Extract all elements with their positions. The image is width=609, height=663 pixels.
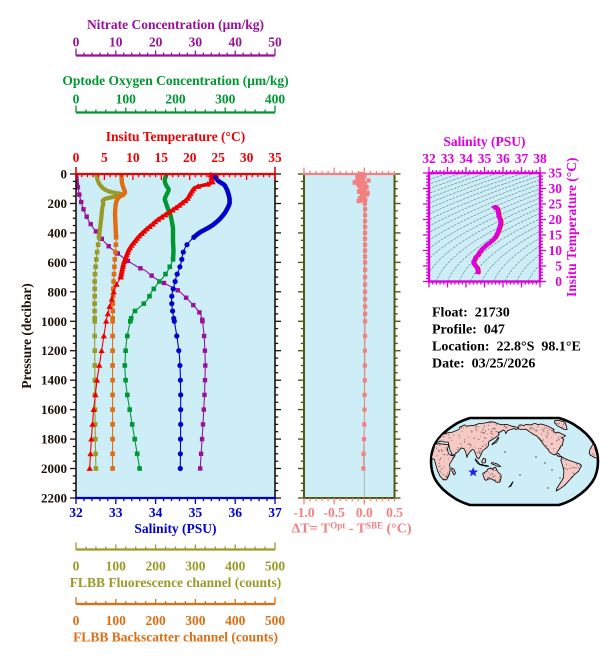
svg-text:32: 32 <box>422 151 436 166</box>
svg-text:30: 30 <box>549 181 563 196</box>
svg-text:200: 200 <box>145 559 166 574</box>
svg-text:400: 400 <box>265 92 286 107</box>
svg-text:FLBB Backscatter channel (coun: FLBB Backscatter channel (counts) <box>73 630 278 645</box>
svg-text:35: 35 <box>549 166 563 181</box>
svg-text:0: 0 <box>61 167 68 182</box>
svg-text:37: 37 <box>515 151 529 166</box>
svg-text:50: 50 <box>268 35 282 50</box>
svg-text:100: 100 <box>116 92 137 107</box>
svg-text:200: 200 <box>145 613 166 628</box>
svg-text:1800: 1800 <box>41 432 67 447</box>
svg-text:34: 34 <box>149 505 163 520</box>
svg-text:0.5: 0.5 <box>386 505 403 520</box>
svg-text:15: 15 <box>549 228 563 243</box>
svg-text:10: 10 <box>109 35 123 50</box>
svg-text:800: 800 <box>48 284 68 299</box>
svg-text:32: 32 <box>69 505 83 520</box>
svg-text:100: 100 <box>106 559 127 574</box>
svg-text:Location: 22.8°S 98.1°E: Location: 22.8°S 98.1°E <box>432 340 581 355</box>
svg-text:40: 40 <box>228 35 242 50</box>
svg-text:0: 0 <box>555 274 562 289</box>
svg-text:400: 400 <box>48 225 68 240</box>
svg-text:1200: 1200 <box>41 343 67 358</box>
svg-text:30: 30 <box>189 35 203 50</box>
svg-text:400: 400 <box>225 613 246 628</box>
svg-text:200: 200 <box>48 196 68 211</box>
svg-text:1000: 1000 <box>41 314 67 329</box>
svg-text:15: 15 <box>155 150 169 165</box>
svg-text:37: 37 <box>268 505 282 520</box>
svg-text:ΔT= TOpt - TSBE (°C): ΔT= TOpt - TSBE (°C) <box>292 521 412 537</box>
svg-text:1600: 1600 <box>41 402 67 417</box>
svg-text:35: 35 <box>189 505 203 520</box>
svg-text:Insitu Temperature (°C): Insitu Temperature (°C) <box>106 129 245 144</box>
svg-text:2000: 2000 <box>41 461 67 476</box>
svg-text:0: 0 <box>73 559 80 574</box>
svg-text:500: 500 <box>265 613 286 628</box>
svg-text:0: 0 <box>73 150 80 165</box>
svg-text:30: 30 <box>240 150 254 165</box>
svg-text:Float: 21730: Float: 21730 <box>432 306 510 321</box>
svg-text:5: 5 <box>101 150 108 165</box>
svg-text:33: 33 <box>109 505 123 520</box>
svg-text:35: 35 <box>478 151 492 166</box>
svg-text:1400: 1400 <box>41 373 67 388</box>
svg-text:5: 5 <box>555 259 562 274</box>
svg-text:Salinity (PSU): Salinity (PSU) <box>134 521 216 536</box>
svg-text:Nitrate Concentration (μm/kg): Nitrate Concentration (μm/kg) <box>87 17 264 32</box>
svg-text:400: 400 <box>225 559 246 574</box>
svg-text:100: 100 <box>106 613 127 628</box>
svg-text:300: 300 <box>215 92 236 107</box>
svg-text:FLBB Fluorescence channel (cou: FLBB Fluorescence channel (counts) <box>70 575 282 590</box>
svg-text:10: 10 <box>126 150 140 165</box>
svg-text:38: 38 <box>533 151 547 166</box>
svg-text:20: 20 <box>549 212 563 227</box>
svg-text:300: 300 <box>185 559 206 574</box>
svg-text:25: 25 <box>211 150 225 165</box>
svg-text:-0.5: -0.5 <box>324 505 346 520</box>
svg-text:2200: 2200 <box>41 491 67 506</box>
svg-text:33: 33 <box>441 151 455 166</box>
svg-text:Pressure (decibar): Pressure (decibar) <box>19 283 34 389</box>
svg-text:35: 35 <box>268 150 282 165</box>
svg-text:300: 300 <box>185 613 206 628</box>
svg-text:0.0: 0.0 <box>356 505 373 520</box>
svg-text:10: 10 <box>549 243 563 258</box>
svg-text:600: 600 <box>48 255 68 270</box>
svg-text:25: 25 <box>549 197 563 212</box>
svg-text:Optode Oxygen Concentration (μ: Optode Oxygen Concentration (μm/kg) <box>62 73 288 88</box>
svg-text:20: 20 <box>183 150 197 165</box>
svg-text:Insitu Temperature (°C): Insitu Temperature (°C) <box>564 158 579 297</box>
svg-text:-1.0: -1.0 <box>293 505 315 520</box>
svg-text:Date: 03/25/2026: Date: 03/25/2026 <box>432 357 535 372</box>
svg-text:Profile: 047: Profile: 047 <box>432 323 505 338</box>
svg-text:0: 0 <box>73 35 80 50</box>
svg-text:Salinity (PSU): Salinity (PSU) <box>443 134 525 149</box>
svg-text:34: 34 <box>459 151 473 166</box>
svg-text:0: 0 <box>73 613 80 628</box>
svg-text:36: 36 <box>228 505 242 520</box>
svg-text:36: 36 <box>496 151 510 166</box>
svg-text:500: 500 <box>265 559 286 574</box>
svg-text:0: 0 <box>73 92 80 107</box>
svg-text:20: 20 <box>149 35 163 50</box>
svg-text:200: 200 <box>165 92 186 107</box>
